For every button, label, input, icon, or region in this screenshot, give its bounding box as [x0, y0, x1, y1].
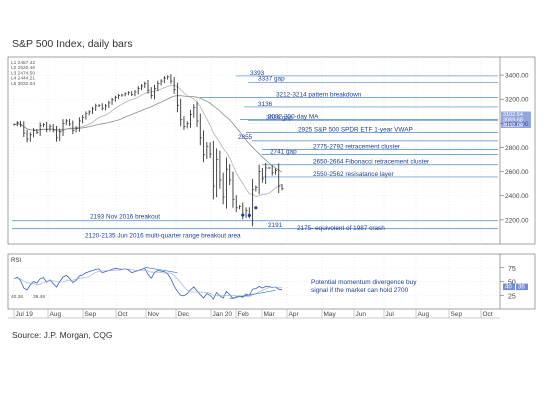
rsi-divergence-line-top [144, 266, 178, 274]
price-value-badge [501, 122, 531, 128]
reference-level-label: 3024 gap [266, 114, 293, 121]
ma-slow-line [13, 95, 283, 173]
x-tick-label: Oct [118, 311, 128, 318]
price-legend-entry: L2 2520.46 [11, 65, 35, 71]
price-legend-entry: L3 2474.50 [11, 70, 35, 76]
x-tick-label: May [324, 311, 337, 318]
x-tick-label: Jul [386, 311, 395, 318]
low-marker [247, 213, 251, 218]
reference-level-label: 3032 200-day MA [268, 113, 319, 120]
rsi-annotation-line2: signal if the market can hold 2700 [311, 287, 409, 294]
rsi-legend-entry: 39.48 [33, 294, 45, 300]
x-tick-label: Aug [418, 311, 430, 318]
reference-level-label: 2191 [268, 222, 283, 229]
reference-level-label: 2925 S&P 500 SPDR ETF 1-year VWAP [298, 126, 413, 133]
x-tick-label: Jan 20 [213, 311, 233, 318]
price-legend-entry: L5 3032.04 [11, 81, 35, 87]
price-value-badge-label: 3032.04 [503, 123, 523, 129]
reference-level-label: 2175- equivolent of 1987 crash [297, 225, 385, 232]
rsi-value-badge-label: 36 [518, 285, 525, 291]
reference-level-label: 2193 Nov 2016 breakout [90, 214, 160, 221]
rsi-y-tick-label: 50 [508, 280, 516, 287]
reference-level-label: 2550-2562 resisatance layer [313, 171, 395, 178]
rsi-line [13, 267, 283, 300]
x-tick-label: Sep [451, 311, 463, 318]
price-y-tick-label: 3200.00 [505, 97, 529, 104]
source-note: Source: J.P. Morgan, CQG [12, 330, 113, 340]
price-y-tick-label: 2800.00 [505, 145, 529, 152]
reference-level-label: 2855 [238, 134, 253, 141]
rsi-y-tick-label: 75 [508, 266, 516, 273]
breakout-area-band [12, 227, 498, 230]
price-y-tick-label: 2200.00 [505, 217, 529, 224]
rsi-divergence-line-bottom [229, 289, 276, 299]
x-tick-label: Aug [50, 311, 62, 318]
rsi-value-badge-label: 40 [505, 285, 512, 291]
reference-level-label: 3393 [250, 70, 265, 77]
rsi-annotation-line1: Potential momentum divergence buy [311, 279, 417, 286]
reference-level-label: 2741 gap [270, 149, 297, 156]
price-panel-frame [7, 56, 536, 245]
price-y-tick-label: 3400.00 [505, 73, 529, 80]
reference-level-label: 3212-3214 pattern breakdown [276, 92, 362, 99]
x-tick-label: Feb [238, 311, 250, 318]
reference-level-label: 2775-2792 retracement cluster [313, 144, 401, 151]
price-y-tick-label: 2400.00 [505, 193, 529, 200]
chart-title: S&P 500 Index, daily bars [12, 38, 133, 50]
price-y-tick-label: 2600.00 [505, 169, 529, 176]
low-marker [241, 213, 245, 217]
reference-level-label: 2120-2135 Jun 2016 multi-quarter range b… [85, 233, 241, 240]
x-tick-label: Nov [148, 311, 160, 318]
rsi-signal-line [13, 268, 283, 297]
price-legend-entry: L4 2444.21 [11, 76, 35, 82]
x-tick-label: Mar [264, 311, 276, 318]
x-tick-label: Dec [178, 311, 190, 318]
x-tick-label: Oct [483, 311, 493, 318]
rsi-y-tick-label: 25 [508, 293, 516, 300]
low-marker [254, 206, 258, 210]
price-legend-entry: L1 2457.42 [11, 60, 35, 66]
price-value-badge-label: 3102.64 [503, 112, 523, 118]
rsi-legend-entry: 40.36 [11, 294, 23, 300]
rsi-value-badge [503, 283, 515, 291]
x-tick-label: Jun [356, 311, 367, 318]
price-value-badge [501, 117, 531, 123]
price-value-badge [501, 111, 531, 117]
x-tick-label: Apr [289, 311, 300, 318]
x-tick-label: Jul 19 [16, 311, 34, 318]
reference-level-label: 2650-2664 Fibonacci retracement cluster [313, 159, 430, 166]
rsi-value-badge [516, 283, 528, 291]
price-value-badge-label: 3069.68 [503, 118, 523, 124]
reference-level-label: 3136 [258, 101, 273, 108]
x-tick-label: Sep [85, 311, 97, 318]
rsi-panel-label: RSI [11, 258, 21, 264]
reference-level-label: 3337 gap [258, 76, 285, 83]
